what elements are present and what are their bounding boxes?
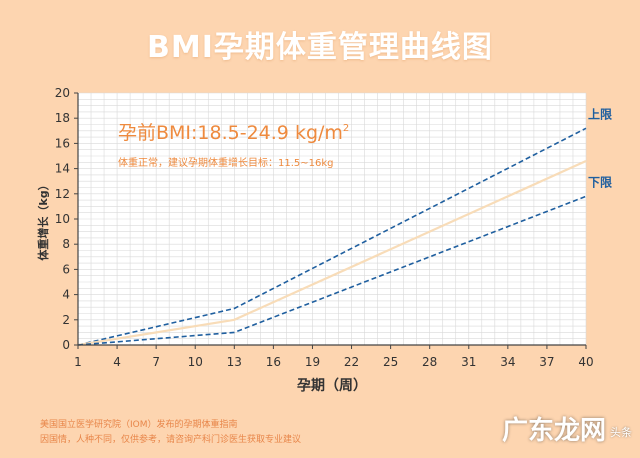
x-tick-label: 16 xyxy=(266,355,281,369)
y-tick-label: 20 xyxy=(55,86,70,100)
page-title: BMI孕期体重管理曲线图 xyxy=(147,30,493,65)
annotation-superscript: 2 xyxy=(343,123,349,134)
series-line-1 xyxy=(77,160,587,347)
annotation-main-text: 孕前BMI:18.5-24.9 kg/m xyxy=(118,122,343,144)
y-tick-label: 18 xyxy=(55,111,70,125)
annotation-main: 孕前BMI:18.5-24.9 kg/m2 xyxy=(118,122,349,144)
x-tick-label: 22 xyxy=(344,355,359,369)
footer-disclaimer: 因国情，人种不同，仅供参考，请咨询产科门诊医生获取专业建议 xyxy=(40,435,302,445)
y-tick-label: 14 xyxy=(55,162,70,176)
y-tick-label: 2 xyxy=(62,313,70,327)
series-label-0: 上限 xyxy=(588,106,612,121)
x-tick-label: 34 xyxy=(500,355,515,369)
x-tick-label: 1 xyxy=(74,355,82,369)
y-tick-label: 12 xyxy=(55,187,70,201)
x-tick-label: 19 xyxy=(305,355,320,369)
x-tick-label: 31 xyxy=(461,355,476,369)
annotation-sub: 体重正常，建议孕期体重增长目标：11.5~16kg xyxy=(118,156,334,169)
x-tick-label: 40 xyxy=(578,355,593,369)
watermark-logo: 广东龙网 xyxy=(501,416,606,446)
y-tick-label: 6 xyxy=(62,262,70,276)
x-tick-label: 7 xyxy=(152,355,160,369)
series-line-0 xyxy=(77,127,587,346)
x-tick-label: 4 xyxy=(113,355,121,369)
x-axis-label: 孕期（周） xyxy=(297,378,367,394)
y-tick-label: 16 xyxy=(55,136,70,150)
series-line-2 xyxy=(77,195,587,346)
x-tick-label: 13 xyxy=(227,355,242,369)
x-tick-label: 28 xyxy=(422,355,437,369)
y-tick-label: 10 xyxy=(55,212,70,226)
series-label-2: 下限 xyxy=(588,174,612,189)
x-tick-label: 25 xyxy=(383,355,398,369)
y-tick-label: 0 xyxy=(62,338,70,352)
y-tick-label: 8 xyxy=(62,237,70,251)
ticks: 1 4 7 10 13 16 19 22 25 28 31 34 37 40024681012141618… xyxy=(55,86,594,369)
y-axis-label: 体重增长（kg） xyxy=(36,179,50,260)
watermark-small: 头条 xyxy=(610,426,632,439)
y-tick-label: 4 xyxy=(62,288,70,302)
x-tick-label: 37 xyxy=(539,355,554,369)
x-tick-label: 10 xyxy=(188,355,203,369)
footer-source: 美国国立医学研究院（IOM）发布的孕期体重指南 xyxy=(40,420,238,430)
